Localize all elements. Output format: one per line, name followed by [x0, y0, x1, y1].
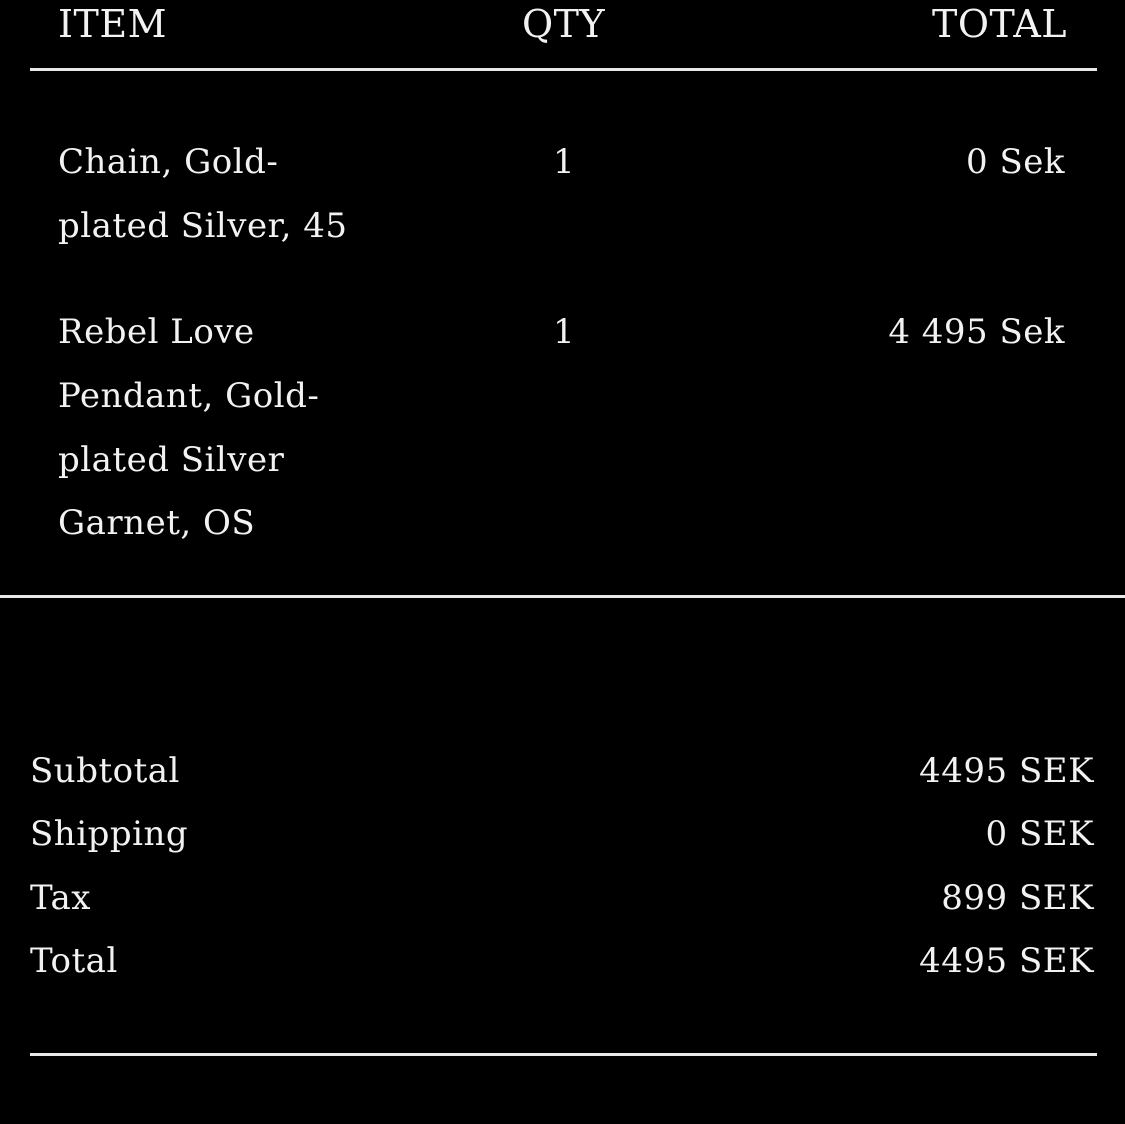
summary-label-tax: Tax — [30, 878, 91, 918]
item-qty: 1 — [553, 312, 576, 352]
item-name-line: Garnet, OS — [58, 503, 256, 543]
item-total: 4 495 Sek — [888, 312, 1065, 352]
summary-value-shipping: 0 SEK — [985, 814, 1094, 854]
summary-value-subtotal: 4495 SEK — [919, 751, 1094, 791]
item-name-line: Chain, Gold- — [58, 142, 279, 182]
summary-label-total: Total — [30, 941, 118, 981]
items-divider — [0, 595, 1125, 598]
column-header-total: TOTAL — [932, 2, 1067, 46]
column-header-item: ITEM — [58, 2, 168, 46]
item-total: 0 Sek — [966, 142, 1065, 182]
item-name-line: Rebel Love — [58, 312, 255, 352]
summary-label-subtotal: Subtotal — [30, 751, 180, 791]
summary-value-tax: 899 SEK — [941, 878, 1094, 918]
summary-divider — [30, 1053, 1097, 1056]
item-name-line: plated Silver — [58, 440, 285, 480]
item-name-line: plated Silver, 45 — [58, 206, 348, 246]
item-name-line: Pendant, Gold- — [58, 376, 320, 416]
item-qty: 1 — [553, 142, 576, 182]
summary-value-total: 4495 SEK — [919, 941, 1094, 981]
summary-label-shipping: Shipping — [30, 814, 189, 854]
column-header-qty: QTY — [522, 2, 606, 46]
header-divider — [30, 68, 1097, 71]
